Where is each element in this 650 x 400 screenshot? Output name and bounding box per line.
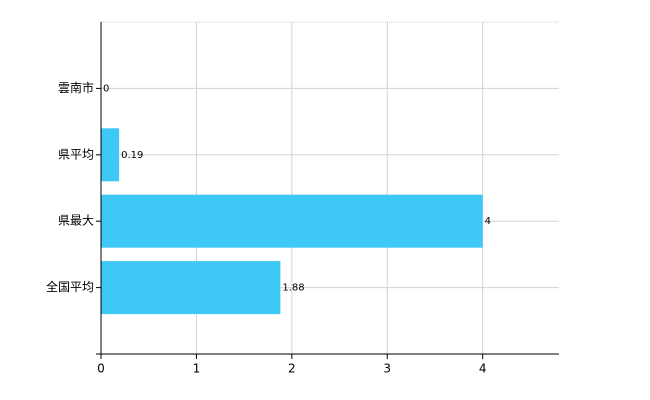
x-tick-label: 2 [288, 362, 296, 376]
value-label: 1.88 [282, 283, 304, 294]
bar [101, 194, 483, 248]
x-tick-label: 1 [193, 362, 201, 376]
value-label: 0 [103, 83, 109, 94]
bar [101, 128, 120, 182]
bar [101, 261, 281, 315]
x-tick-label: 0 [97, 362, 105, 376]
value-label: 0.19 [121, 150, 143, 161]
value-label: 4 [485, 216, 491, 227]
x-tick-label: 3 [383, 362, 391, 376]
x-tick-label: 4 [479, 362, 487, 376]
y-tick-label: 県最大 [58, 214, 94, 228]
y-tick-label: 全国平均 [46, 279, 94, 294]
y-tick-label: 県平均 [58, 147, 94, 161]
y-tick-label: 雲南市 [58, 80, 94, 95]
